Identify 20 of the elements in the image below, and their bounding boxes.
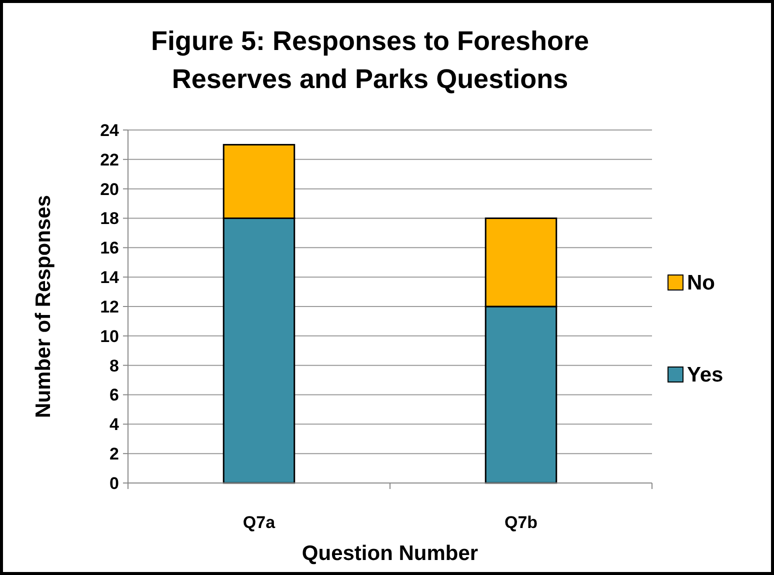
y-tick-label: 2 <box>110 444 119 464</box>
y-tick-label: 8 <box>110 356 119 376</box>
y-tick-label: 10 <box>100 326 119 346</box>
y-tick-label: 4 <box>110 415 120 434</box>
y-tick-label: 24 <box>100 120 120 140</box>
y-tick-label: 22 <box>100 150 119 170</box>
legend-label: No <box>687 271 715 294</box>
y-tick-label: 18 <box>100 209 119 228</box>
y-axis-title: Number of Responses <box>32 195 55 418</box>
x-tick-label: Q7b <box>504 513 538 532</box>
y-tick-label: 0 <box>110 474 119 493</box>
x-axis-title: Question Number <box>302 542 478 565</box>
y-tick-label: 12 <box>100 297 119 316</box>
legend-label: Yes <box>687 363 724 386</box>
chart-title: Figure 5: Responses to Foreshore Reserves and Parks Questions <box>150 26 590 94</box>
y-tick-label: 14 <box>100 268 120 288</box>
x-tick-label: Q7a <box>242 513 276 532</box>
y-tick-label: 6 <box>110 386 119 405</box>
y-tick-label: 20 <box>100 180 119 199</box>
y-tick-label: 16 <box>100 238 119 258</box>
